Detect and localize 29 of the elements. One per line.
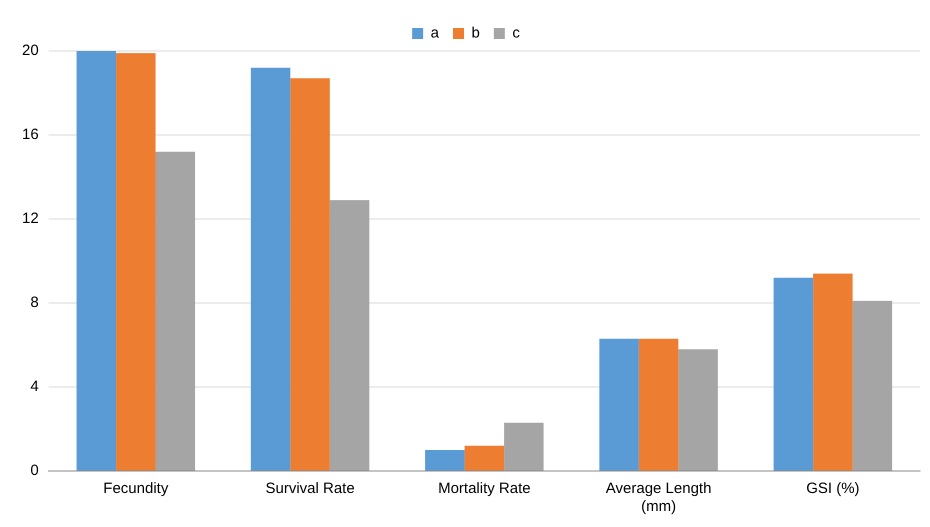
y-tick-label: 4 <box>30 378 39 396</box>
bar <box>290 78 330 470</box>
bar <box>774 278 814 470</box>
x-tick-label: GSI (%) <box>806 480 860 498</box>
x-tick-label: Average Length (mm) <box>606 480 712 516</box>
bar <box>464 446 504 470</box>
x-tick-label: Fecundity <box>103 480 169 498</box>
bar <box>504 422 544 470</box>
legend-label: a <box>430 24 440 42</box>
legend-label: b <box>472 24 480 42</box>
bar <box>76 51 116 470</box>
bar <box>425 450 465 470</box>
bar <box>678 349 718 470</box>
bar <box>599 338 639 470</box>
bar <box>116 53 156 470</box>
bar <box>156 152 196 470</box>
y-tick-label: 8 <box>30 294 39 312</box>
bar <box>330 200 370 470</box>
bar <box>638 338 678 470</box>
y-tick-label: 0 <box>30 462 39 480</box>
y-tick-label: 20 <box>22 42 39 60</box>
x-tick-label: Survival Rate <box>265 480 355 498</box>
legend-label: c <box>512 24 520 42</box>
x-tick-label: Mortality Rate <box>438 480 531 498</box>
y-tick-label: 12 <box>22 210 39 228</box>
y-tick-label: 16 <box>22 126 39 144</box>
bar <box>852 300 892 470</box>
bar <box>813 274 853 470</box>
bar <box>250 68 290 470</box>
